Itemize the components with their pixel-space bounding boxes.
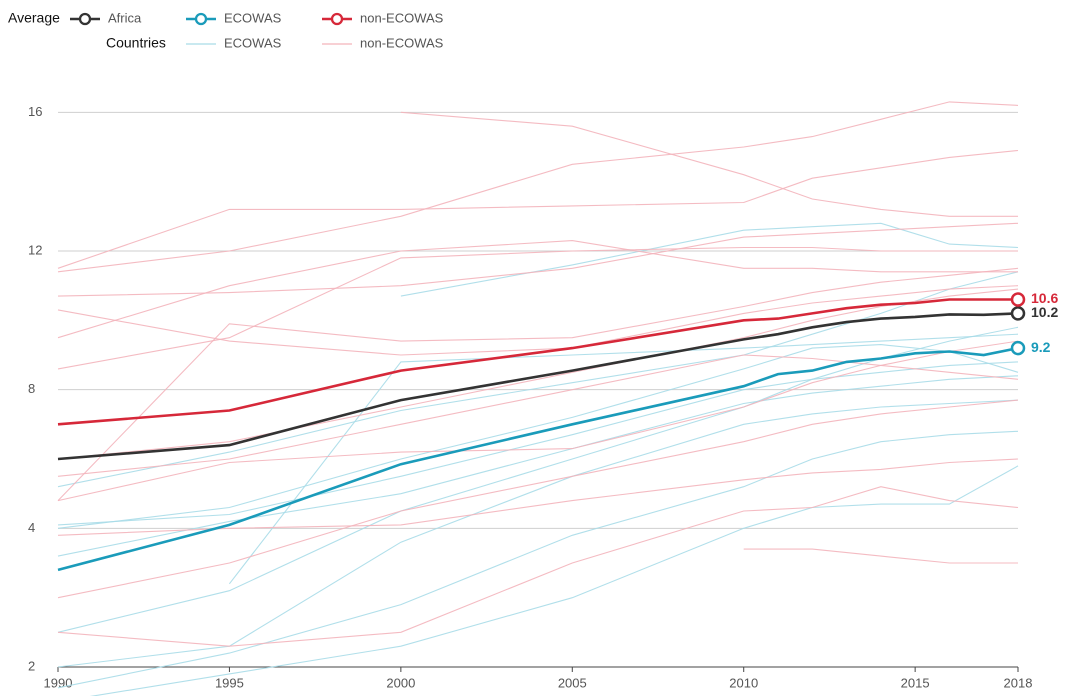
- country-line: [57, 344, 1019, 529]
- average-line: [57, 346, 1019, 572]
- legend-label: non-ECOWAS: [360, 10, 444, 25]
- x-tick-label: 2000: [386, 675, 415, 690]
- y-tick-label: 16: [28, 104, 42, 119]
- legend-marker: [194, 12, 208, 26]
- end-marker: [1010, 292, 1026, 307]
- country-line: [89, 465, 1019, 696]
- end-marker: [1010, 340, 1026, 356]
- legend-countries-title: Countries: [106, 35, 166, 51]
- country-line: [57, 430, 1019, 689]
- country-line: [57, 101, 1019, 273]
- country-line: [400, 222, 1019, 297]
- country-line: [57, 399, 1019, 599]
- country-line: [57, 375, 1019, 557]
- legend-label: Africa: [108, 10, 142, 25]
- average-line: [57, 298, 1018, 426]
- end-label: 10.2: [1031, 304, 1058, 320]
- country-line: [57, 222, 1019, 297]
- country-line: [57, 149, 1019, 269]
- legend-label: ECOWAS: [224, 10, 282, 25]
- legend-marker: [330, 12, 344, 26]
- country-line: [57, 354, 1019, 477]
- x-tick-label: 2018: [1004, 675, 1033, 690]
- y-tick-label: 8: [28, 381, 35, 396]
- country-line: [57, 285, 1019, 356]
- country-line: [400, 111, 1018, 217]
- average-line: [57, 312, 1019, 461]
- country-line: [57, 340, 1019, 502]
- legend-label: ECOWAS: [224, 35, 282, 50]
- legend-marker: [78, 12, 92, 26]
- legend-average-title: Average: [8, 10, 60, 26]
- y-tick-label: 4: [28, 520, 35, 535]
- country-line: [57, 240, 1018, 339]
- end-label: 10.6: [1031, 290, 1058, 306]
- y-tick-label: 2: [28, 658, 35, 673]
- country-line: [743, 548, 1018, 564]
- end-marker: [1010, 306, 1026, 321]
- x-tick-label: 1995: [215, 675, 244, 690]
- end-label: 9.2: [1031, 339, 1051, 355]
- country-line: [57, 361, 1019, 526]
- country-line: [228, 333, 1019, 585]
- y-tick-label: 12: [28, 242, 42, 257]
- legend-label: non-ECOWAS: [360, 35, 444, 50]
- x-tick-label: 1990: [44, 675, 73, 690]
- country-line: [57, 458, 1019, 536]
- country-line: [57, 486, 1019, 647]
- x-tick-label: 2015: [901, 675, 930, 690]
- country-line: [57, 267, 1019, 501]
- country-line: [57, 246, 1018, 370]
- x-tick-label: 2005: [558, 675, 587, 690]
- country-line: [57, 399, 1019, 668]
- x-tick-label: 2010: [729, 675, 758, 690]
